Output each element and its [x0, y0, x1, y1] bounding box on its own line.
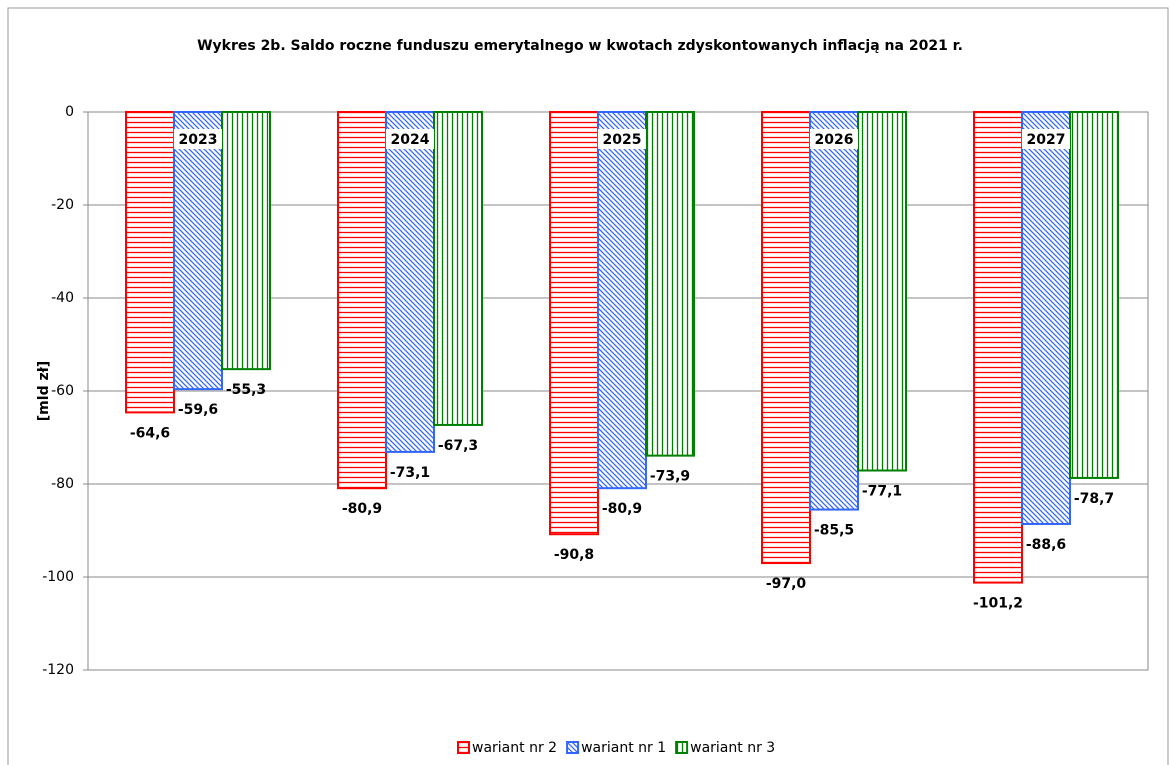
bar	[809, 111, 859, 511]
y-axis-label: [mld zł]	[36, 361, 52, 421]
data-label: -77,1	[862, 484, 902, 500]
bar	[221, 111, 271, 371]
data-label: -64,6	[130, 425, 170, 441]
category-label-bg	[174, 129, 222, 149]
bar	[433, 111, 483, 426]
bar	[1069, 111, 1119, 479]
data-label: -88,6	[1026, 537, 1066, 553]
y-tick-label: -20	[51, 197, 74, 213]
data-label: -80,9	[602, 501, 642, 517]
bar	[1021, 111, 1071, 525]
data-label: -80,9	[342, 501, 382, 517]
category-label: 2025	[603, 132, 642, 148]
legend-swatch	[675, 741, 689, 754]
bar	[857, 111, 907, 472]
legend-label: wariant nr 2	[472, 740, 557, 756]
data-label: -59,6	[178, 402, 218, 418]
category-label-bg	[386, 129, 434, 149]
data-label: -78,7	[1074, 491, 1114, 507]
legend-swatch	[566, 741, 580, 754]
category-label-bg	[598, 129, 646, 149]
bar	[125, 111, 175, 414]
bar	[549, 111, 599, 536]
category-label: 2024	[391, 132, 430, 148]
y-tick-label: -120	[42, 662, 74, 678]
legend-label: wariant nr 3	[690, 740, 775, 756]
bar	[173, 111, 223, 391]
category-label-bg	[1022, 129, 1070, 149]
legend-swatch	[457, 741, 470, 754]
y-tick-label: -60	[51, 383, 74, 399]
data-label: -73,9	[650, 469, 690, 485]
data-label: -101,2	[973, 596, 1023, 612]
bar	[337, 111, 387, 490]
data-label: -85,5	[814, 523, 854, 539]
category-label: 2026	[815, 132, 854, 148]
bar	[973, 111, 1023, 584]
legend-label: wariant nr 1	[581, 740, 666, 756]
y-tick-label: -80	[51, 476, 74, 492]
category-label: 2023	[179, 132, 218, 148]
bar	[645, 111, 695, 457]
data-label: -73,1	[390, 465, 430, 481]
data-label: -55,3	[226, 382, 266, 398]
category-label: 2027	[1027, 132, 1066, 148]
category-label-bg	[810, 129, 858, 149]
y-tick-label: 0	[65, 104, 74, 120]
data-label: -67,3	[438, 438, 478, 454]
bar	[597, 111, 647, 490]
y-tick-label: -100	[42, 569, 74, 585]
bar	[385, 111, 435, 453]
y-tick-label: -40	[51, 290, 74, 306]
data-label: -97,0	[766, 576, 807, 592]
chart-title: Wykres 2b. Saldo roczne funduszu emeryta…	[197, 38, 963, 54]
data-label: -90,8	[554, 547, 594, 563]
bar	[761, 111, 811, 565]
